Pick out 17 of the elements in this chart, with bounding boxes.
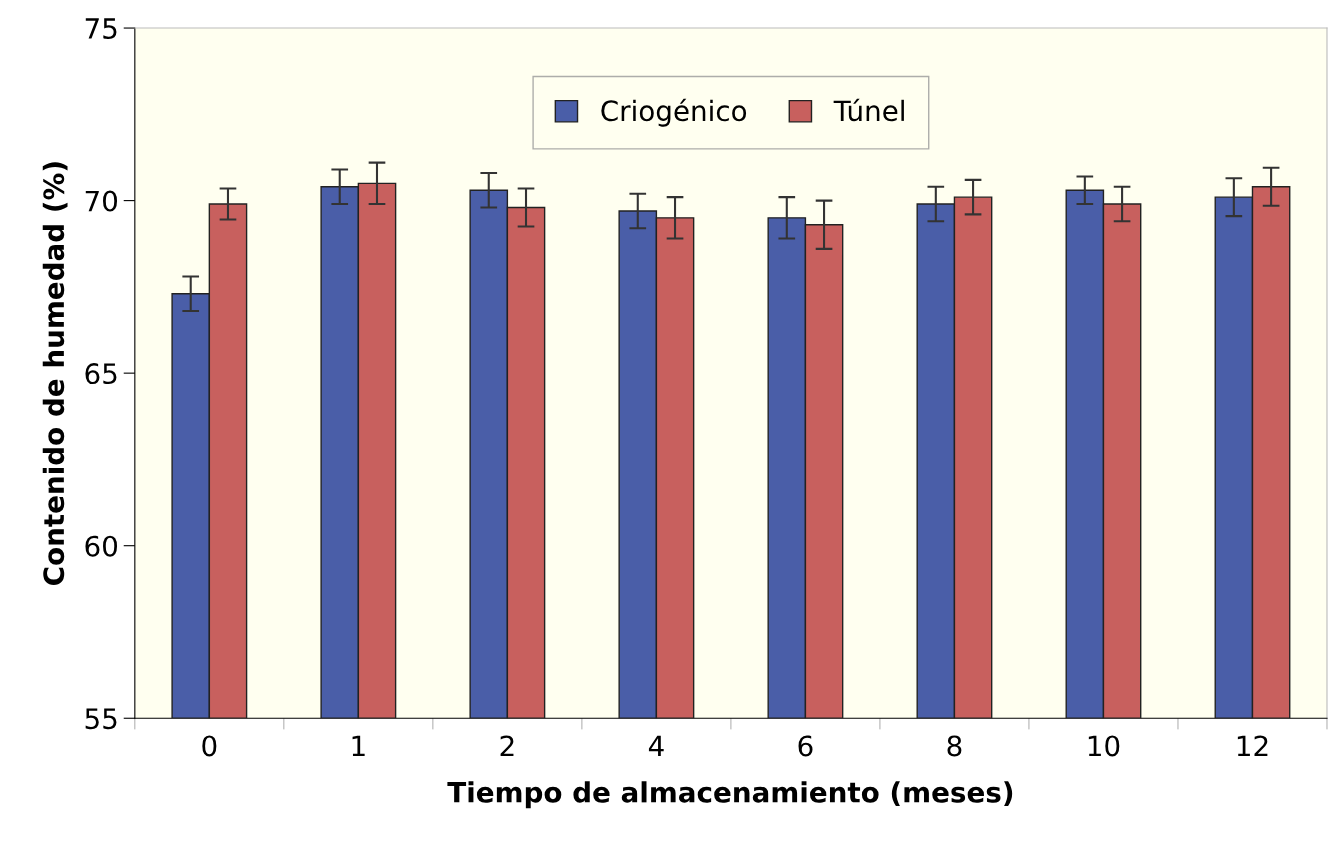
- x-tick-label: 6: [798, 735, 813, 757]
- x-tick-label: 2: [500, 735, 514, 757]
- y-tick-label: 75: [85, 18, 117, 39]
- x-tick-label: 1: [352, 735, 365, 757]
- y-axis-title: Contenido de humedad (%): [42, 162, 68, 585]
- legend-label: Criogénico: [601, 98, 747, 127]
- x-tick-label: 4: [648, 735, 664, 757]
- x-tick-label: 0: [202, 735, 217, 757]
- x-tick-label: 12: [1237, 735, 1268, 757]
- y-tick-label: 60: [85, 535, 118, 557]
- legend-label: Túnel: [833, 98, 904, 122]
- y-tick-label: 55: [85, 708, 117, 730]
- x-axis-title: Tiempo de almacenamiento (meses): [447, 781, 1013, 809]
- x-tick-label: 10: [1088, 735, 1120, 757]
- y-tick-label: 70: [85, 190, 118, 212]
- y-tick-label: 65: [85, 363, 117, 385]
- x-tick-label: 8: [947, 735, 962, 757]
